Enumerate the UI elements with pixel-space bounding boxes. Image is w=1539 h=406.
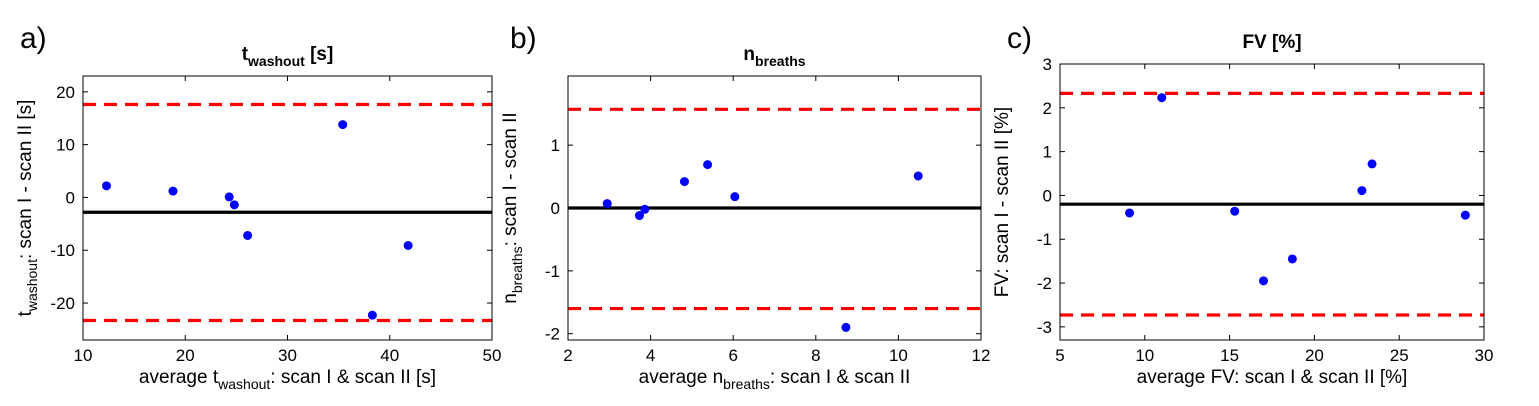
- y-tick-label: 20: [56, 83, 75, 102]
- panel-label: c): [1007, 22, 1032, 55]
- x-tick-label: 25: [1390, 346, 1409, 365]
- data-point-5: [703, 160, 713, 170]
- data-point-4: [1259, 276, 1269, 286]
- x-axis-label: average nbreaths: scan I & scan II: [639, 367, 911, 392]
- x-tick-label: 30: [278, 346, 297, 365]
- data-point-2: [634, 211, 644, 221]
- x-tick-label: 30: [1475, 346, 1494, 365]
- y-tick-label: -10: [50, 241, 75, 260]
- x-tick-label: 20: [1305, 346, 1324, 365]
- x-axis-label: average twashout: scan I & scan II [s]: [139, 367, 436, 392]
- data-point-5: [243, 230, 253, 240]
- data-point-8: [403, 240, 413, 250]
- data-point-7: [1367, 159, 1377, 169]
- x-axis-label: average FV: scan I & scan II [%]: [1137, 367, 1408, 388]
- x-tick-label: 4: [646, 346, 655, 365]
- y-tick-label: -2: [1037, 274, 1052, 293]
- chart-panel-3: c) FV [%] 5 10 15 20 25 30 -3 -2 -1 0 1 2 3 average FV:…: [992, 22, 1493, 388]
- y-tick-label: 10: [56, 136, 75, 155]
- axes-frame: [1059, 63, 1485, 341]
- chart-title: FV [%]: [1242, 32, 1301, 53]
- data-point-8: [913, 171, 923, 181]
- panel-label: a): [20, 22, 47, 55]
- data-point-5: [1287, 254, 1297, 264]
- y-tick-label: 0: [1043, 186, 1052, 205]
- panel-label: b): [510, 22, 537, 55]
- y-tick-label: 0: [551, 199, 560, 218]
- x-tick-label: 12: [972, 346, 991, 365]
- data-point-2: [1157, 93, 1167, 103]
- x-tick-label: 6: [728, 346, 737, 365]
- x-tick-label: 10: [74, 346, 93, 365]
- y-tick-label: -1: [1037, 230, 1052, 249]
- x-tick-label: 5: [1055, 346, 1064, 365]
- data-point-4: [679, 177, 689, 187]
- y-tick-label: -1: [545, 262, 560, 281]
- x-tick-label: 10: [889, 346, 908, 365]
- x-tick-label: 10: [1135, 346, 1154, 365]
- data-point-8: [1460, 210, 1470, 220]
- x-tick-label: 40: [380, 346, 399, 365]
- data-point-6: [1357, 186, 1367, 196]
- chart-panel-1: a) twashout [s] 10 20 30 40 50 -20 -10 0 10 20 avera…: [15, 22, 501, 392]
- x-tick-label: 50: [483, 346, 502, 365]
- data-point-3: [640, 204, 650, 214]
- y-axis-label: FV: scan I - scan II [%]: [992, 107, 1013, 297]
- data-point-6: [338, 120, 348, 130]
- chart-title: nbreaths: [743, 44, 805, 69]
- data-point-1: [602, 199, 612, 209]
- x-tick-label: 2: [563, 346, 572, 365]
- x-tick-label: 8: [811, 346, 820, 365]
- data-point-7: [367, 310, 377, 320]
- chart-title: twashout [s]: [242, 44, 334, 69]
- x-tick-label: 15: [1220, 346, 1239, 365]
- data-point-3: [224, 192, 234, 202]
- x-tick-label: 20: [176, 346, 195, 365]
- y-tick-label: -3: [1037, 318, 1052, 337]
- data-point-7: [841, 322, 851, 332]
- y-tick-label: 2: [1043, 99, 1052, 118]
- y-tick-label: 1: [551, 136, 560, 155]
- data-point-4: [229, 200, 239, 210]
- axes-frame: [82, 75, 493, 341]
- data-point-3: [1230, 206, 1240, 216]
- chart-panel-2: b) nbreaths 2 4 6 8 10 12 -2 -1 0 1 average nbreaths…: [500, 22, 990, 392]
- data-point-1: [1125, 208, 1135, 218]
- data-point-1: [102, 181, 112, 191]
- y-tick-label: 0: [66, 188, 75, 207]
- data-point-6: [730, 192, 740, 202]
- y-tick-label: 1: [1043, 143, 1052, 162]
- y-tick-label: -2: [545, 325, 560, 344]
- data-point-2: [168, 186, 178, 196]
- y-axis-label: nbreaths: scan I - scan II: [500, 112, 525, 303]
- y-axis-label: twashout: scan I - scan II [s]: [15, 100, 40, 317]
- y-tick-label: -20: [50, 294, 75, 313]
- y-tick-label: 3: [1043, 55, 1052, 74]
